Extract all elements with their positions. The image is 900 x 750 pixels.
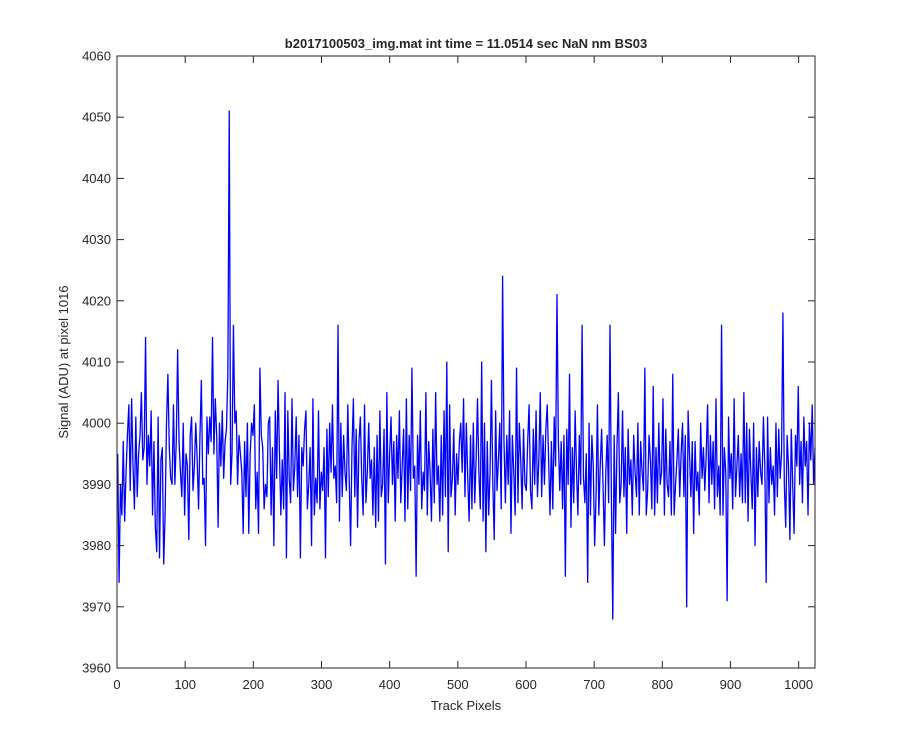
y-tick-label: 4010 [82,355,111,370]
plot-area [117,56,815,668]
x-tick-label: 700 [583,677,605,692]
y-tick-label: 4000 [82,416,111,431]
y-tick-label: 3970 [82,599,111,614]
x-tick-label: 200 [242,677,264,692]
x-tick-label: 1000 [784,677,813,692]
y-tick-label: 3960 [82,661,111,676]
x-tick-label: 800 [651,677,673,692]
x-tick-label: 100 [174,677,196,692]
x-tick-label: 0 [113,677,120,692]
series-layer [117,110,816,620]
y-tick-label: 4040 [82,171,111,186]
chart-title: b2017100503_img.mat int time = 11.0514 s… [285,36,647,51]
y-tick-label: 3980 [82,538,111,553]
y-tick-label: 4050 [82,110,111,125]
y-tick-label: 4030 [82,232,111,247]
x-axis-label: Track Pixels [431,698,502,713]
x-tick-label: 500 [447,677,469,692]
x-tick-label: 600 [515,677,537,692]
x-tick-label: 400 [379,677,401,692]
y-axis-label: Signal (ADU) at pixel 1016 [56,285,71,438]
y-tick-label: 4020 [82,293,111,308]
y-tick-label: 3990 [82,477,111,492]
signal-series-line [117,110,816,620]
x-axis-ticks: 0 100 200 300 400 500 600 700 800 900 1000 [113,56,813,692]
y-tick-label: 4060 [82,49,111,64]
y-axis-ticks: 3960 3970 3980 3990 4000 4010 4020 4030 4040 4050… [82,49,815,676]
x-tick-label: 900 [720,677,742,692]
x-tick-label: 300 [311,677,333,692]
